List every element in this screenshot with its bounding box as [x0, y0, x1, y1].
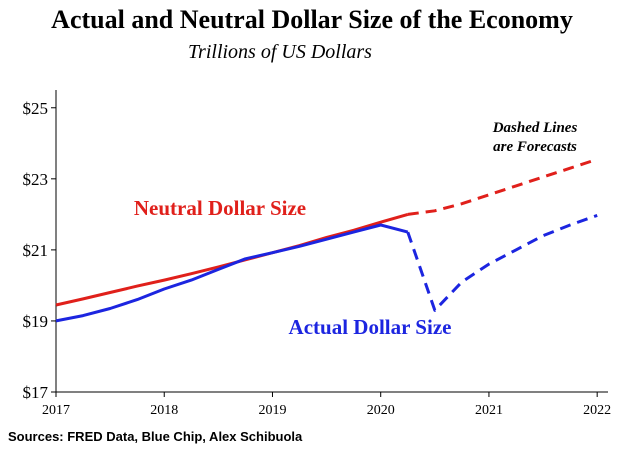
- forecast-note-line1: Dashed Lines: [492, 120, 578, 136]
- x-tick-label: 2021: [475, 403, 503, 418]
- x-tick-label: 2019: [258, 403, 286, 418]
- y-tick-label: $25: [23, 99, 49, 118]
- series-group: [55, 157, 598, 323]
- neutral-series-line: [55, 212, 409, 307]
- forecast-note-line2: are Forecasts: [493, 139, 577, 155]
- x-tick-label: 2022: [583, 403, 611, 418]
- actual-series-line: [55, 223, 409, 323]
- x-tick-label: 2018: [150, 403, 178, 418]
- actual-series-label: Actual Dollar Size: [289, 315, 452, 339]
- x-tick-label: 2017: [42, 403, 70, 418]
- actual-series-forecast-line: [406, 213, 598, 312]
- x-tick-label: 2020: [367, 403, 395, 418]
- y-tick-label: $23: [23, 170, 49, 189]
- plot-area: $17 $19 $21 $23 $25 2017 2018 2019 2020 2021 2022: [23, 90, 611, 418]
- y-axis-ticks: $17 $19 $21 $23 $25: [23, 99, 56, 402]
- x-axis-ticks: 2017 2018 2019 2020 2021 2022: [42, 392, 611, 418]
- chart-title: Actual and Neutral Dollar Size of the Ec…: [51, 5, 573, 34]
- y-tick-label: $21: [23, 241, 49, 260]
- y-tick-label: $19: [23, 312, 49, 331]
- source-note: Sources: FRED Data, Blue Chip, Alex Schi…: [8, 429, 303, 444]
- chart-subtitle: Trillions of US Dollars: [188, 41, 372, 63]
- neutral-series-forecast-line: [407, 157, 598, 216]
- neutral-series-label: Neutral Dollar Size: [134, 196, 306, 220]
- y-tick-label: $17: [23, 383, 49, 402]
